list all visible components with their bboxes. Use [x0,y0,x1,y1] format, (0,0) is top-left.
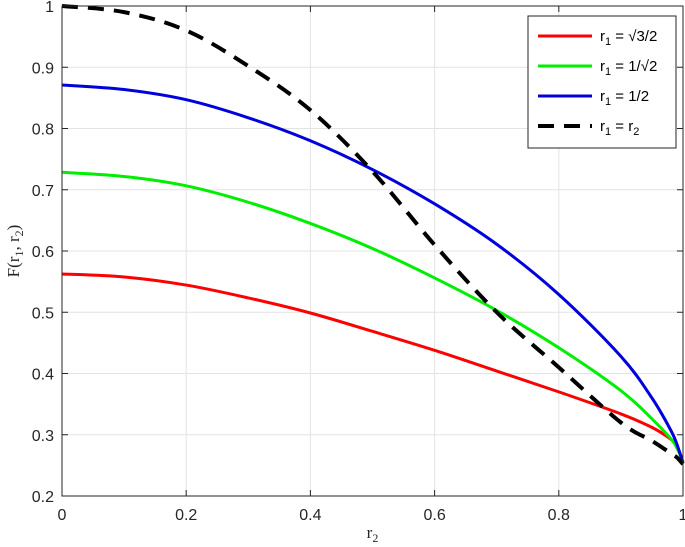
y-axis-label: F(r1, r2) [4,225,26,278]
x-tick-label: 0.6 [423,507,445,524]
legend-label-2: r1 = 1/√2 [600,58,657,78]
series-line-3 [61,83,685,464]
series-line-4 [61,4,685,466]
tick-labels: 0 0.2 0.4 0.6 0.8 10.20.30.40.50.60.70.80.91 [32,0,685,524]
y-tick-label: 0.5 [32,305,54,322]
x-axis-label: r2 [367,523,379,545]
x-tick-label: 0.8 [548,507,570,524]
legend-label-1: r1 = √3/2 [600,28,657,48]
x-tick-label: 0.4 [299,507,321,524]
y-tick-label: 0.8 [32,122,54,139]
y-axis-label-sub-2: 2 [12,230,26,236]
x-axis-label-subscript: 2 [372,531,378,545]
x-tick-label: 0.2 [175,507,197,524]
y-axis-label-sub-1: 1 [12,251,26,257]
ticks [61,5,684,497]
y-tick-label: 0.9 [32,60,54,77]
legend-label-3: r1 = 1/2 [600,88,649,108]
series-layer [61,4,685,466]
legend-label-4: r1 = r2 [600,118,639,138]
y-tick-label: 0.7 [32,183,54,200]
y-tick-label: 0.3 [32,428,54,445]
x-tick-label: 0 [58,507,67,524]
x-tick-label: 1 [679,507,685,524]
series-line-2 [61,170,685,463]
y-tick-label: 0.6 [32,244,54,261]
y-tick-label: 1 [45,0,54,16]
y-tick-label: 0.4 [32,367,54,384]
y-axis-label-part-2: , r [4,236,23,251]
y-tick-label: 0.2 [32,489,54,506]
y-axis-label-part-3: ) [4,225,23,231]
y-axis-label-part-1: F(r [4,256,23,277]
x-axis-label-main: r [367,523,373,542]
legend: r1 = √3/2 r1 = 1/√2 r1 = 1/2 r1 = r2 [527,15,677,149]
